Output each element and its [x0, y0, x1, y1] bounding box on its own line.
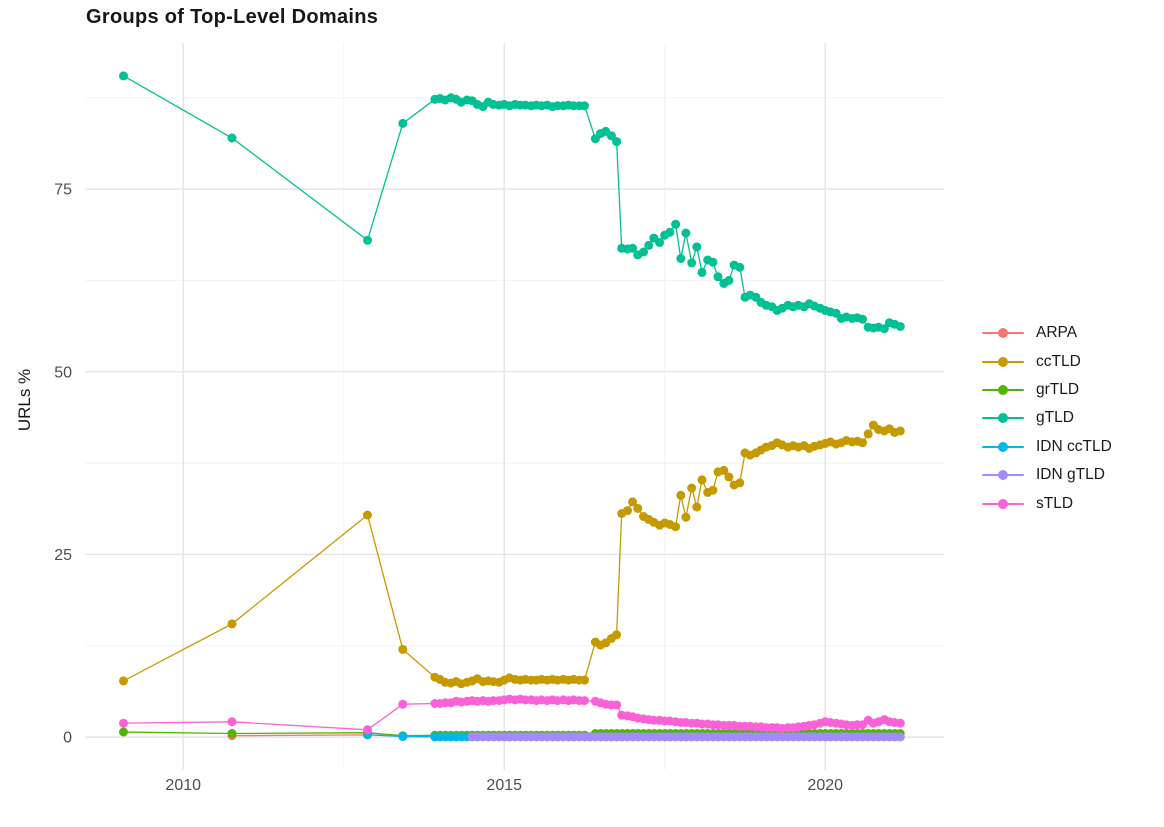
legend-label: gTLD [1036, 409, 1074, 427]
series-point-gtld [227, 133, 237, 143]
legend-key-dot [998, 498, 1008, 509]
legend-key-dot [998, 413, 1008, 424]
series-point-gtld [697, 267, 707, 277]
legend-key-icon [982, 353, 1024, 371]
legend-label: sTLD [1036, 494, 1074, 512]
series-point-cctld [623, 506, 632, 516]
legend-item-cctld: ccTLD [982, 347, 1112, 375]
y-axis-title: URLs % [15, 368, 34, 432]
series-point-cctld [858, 438, 867, 448]
legend-item-gtld: gTLD [982, 404, 1112, 432]
series-point-gtld [363, 235, 372, 245]
legend-item-idn-gtld: IDN gTLD [982, 461, 1112, 489]
legend-label: ccTLD [1036, 352, 1081, 370]
series-point-stld [119, 718, 128, 728]
series-point-gtld [612, 137, 622, 147]
series-point-gtld [692, 242, 702, 252]
y-tick-label: 25 [54, 547, 72, 564]
series-point-cctld [612, 630, 622, 640]
series-point-stld [895, 718, 905, 728]
series-point-cctld [697, 475, 707, 485]
series-point-cctld [628, 497, 638, 507]
legend-key-dot [998, 356, 1008, 367]
series-point-gtld [708, 257, 718, 267]
chart-title: Groups of Top-Level Domains [86, 6, 379, 28]
legend-key-icon [982, 466, 1024, 484]
series-point-gtld [639, 247, 648, 257]
series-point-cctld [719, 465, 729, 475]
series-point-stld [612, 700, 622, 710]
legend-item-idn-cctld: IDN ccTLD [982, 433, 1112, 461]
series-point-stld [398, 699, 408, 709]
series-point-gtld [858, 314, 867, 324]
series-point-cctld [580, 675, 589, 685]
series-point-gtld [580, 101, 589, 111]
x-tick-label: 2015 [486, 777, 522, 794]
series-point-cctld [398, 644, 408, 654]
legend-key-icon [982, 495, 1024, 513]
legend-key-dot [998, 470, 1008, 481]
series-point-gtld [879, 324, 889, 334]
series-point-idn-gtld [895, 732, 905, 742]
series-point-cctld [863, 429, 873, 439]
series-point-cctld [119, 676, 128, 686]
y-tick-label: 0 [63, 730, 72, 747]
series-point-gtld [644, 240, 654, 250]
x-tick-label: 2020 [807, 777, 843, 794]
series-point-gtld [724, 276, 734, 285]
series-point-gtld [713, 272, 723, 282]
series-point-gtld [655, 238, 665, 247]
series-point-stld [580, 696, 589, 706]
y-tick-label: 50 [54, 364, 72, 381]
legend: ARPA ccTLD grTLD gTLD IDN ccTLD IDN gTLD sTLD [982, 319, 1112, 518]
legend-key-dot [998, 328, 1008, 339]
legend-item-arpa: ARPA [982, 319, 1112, 347]
series-point-cctld [363, 510, 372, 520]
series-point-idn-cctld [398, 732, 408, 741]
series-point-cctld [708, 485, 718, 495]
series-point-cctld [735, 478, 745, 488]
series-point-gtld [895, 322, 905, 331]
series-point-cctld [692, 502, 702, 512]
series-point-cctld [681, 512, 691, 522]
series-point-grtld [227, 729, 237, 738]
legend-label: IDN ccTLD [1036, 437, 1112, 455]
series-point-cctld [671, 522, 681, 532]
series-point-cctld [895, 426, 905, 436]
series-point-grtld [119, 727, 128, 737]
series-point-gtld [681, 228, 691, 238]
y-tick-label: 75 [54, 182, 72, 199]
legend-label: ARPA [1036, 324, 1078, 342]
series-point-cctld [724, 472, 734, 482]
series-point-cctld [676, 490, 686, 500]
series-point-gtld [676, 254, 686, 263]
series-point-gtld [687, 258, 697, 268]
series-point-cctld [633, 503, 643, 513]
legend-key-icon [982, 324, 1024, 342]
legend-label: IDN gTLD [1036, 466, 1105, 484]
legend-key-icon [982, 438, 1024, 456]
x-tick-label: 2010 [165, 777, 201, 794]
series-point-stld [363, 725, 372, 735]
series-point-gtld [398, 118, 408, 128]
series-point-gtld [671, 219, 681, 229]
series-point-cctld [227, 619, 237, 629]
series-line-gtld [123, 75, 901, 330]
series-point-gtld [628, 243, 638, 253]
legend-key-icon [982, 409, 1024, 427]
legend-item-grtld: grTLD [982, 376, 1112, 404]
legend-item-stld: sTLD [982, 489, 1112, 517]
series-point-stld [227, 717, 237, 727]
legend-label: grTLD [1036, 380, 1080, 398]
series-point-cctld [687, 483, 697, 493]
series-point-gtld [665, 227, 675, 237]
series-point-gtld [735, 262, 745, 272]
legend-key-dot [998, 441, 1008, 452]
series-point-gtld [606, 131, 616, 141]
series-point-gtld [119, 71, 128, 81]
legend-key-dot [998, 384, 1008, 395]
legend-key-icon [982, 381, 1024, 399]
